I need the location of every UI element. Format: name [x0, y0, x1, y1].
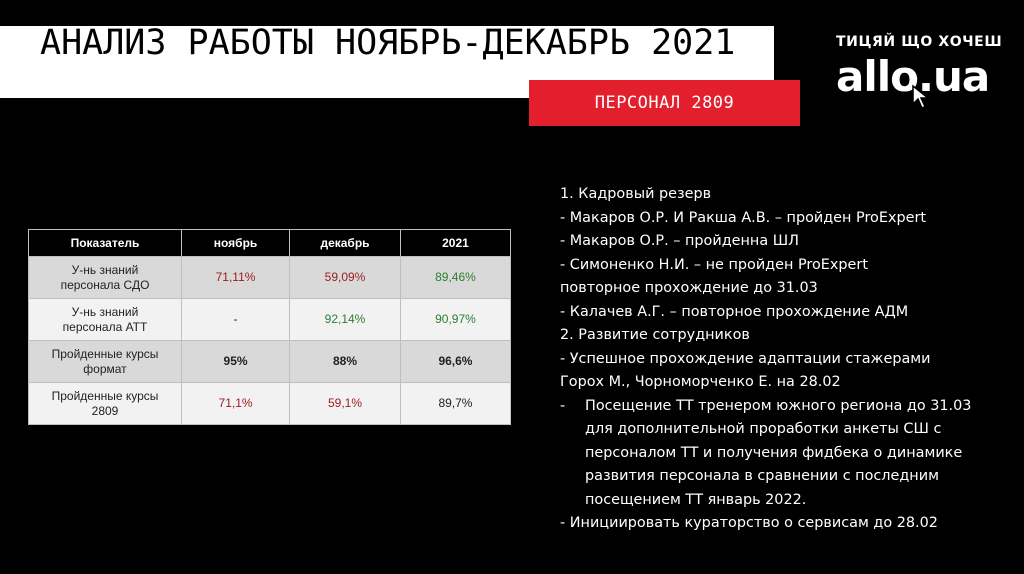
table-header-row: Показатель ноябрь декабрь 2021 [28, 229, 512, 257]
table-row: У-нь знаний персонала СДО 71,11% 59,09% 8… [28, 256, 512, 299]
cell-november: 71,11% [180, 256, 291, 299]
page-title: АНАЛИЗ РАБОТЫ НОЯБРЬ-ДЕКАБРЬ 2021 [40, 23, 736, 63]
row-label: У-нь знаний персонала АТТ [28, 298, 182, 341]
notes-list: 1. Кадровый резерв - Макаров О.Р. И Ракш… [560, 183, 1010, 536]
note-item: - Макаров О.Р. – пройденна ШЛ [560, 233, 799, 249]
cell-december: 59,09% [289, 256, 401, 299]
header-year: 2021 [399, 229, 512, 257]
table-row: У-нь знаний персонала АТТ - 92,14% 90,97% [28, 298, 512, 341]
logo-tagline: ТИЦЯЙ ЩО ХОЧЕШ [836, 34, 1003, 50]
note-visit-line: персоналом ТТ и получения фидбека о дина… [585, 444, 963, 461]
note-item: - Инициировать кураторство о сервисам до… [560, 515, 938, 531]
cell-november: 71,1% [180, 382, 291, 425]
cursor-arrow-icon [912, 84, 931, 110]
table-row: Пройденные курсы 2809 71,1% 59,1% 89,7% [28, 382, 512, 425]
note-visit-line: Посещение ТТ тренером южного региона до … [585, 397, 972, 414]
note-item: - Симоненко Н.И. – не пройден ProExpert [560, 256, 868, 273]
note-visit-line: развития персонала в сравнении с последн… [585, 468, 939, 484]
cell-year: 89,7% [399, 382, 512, 425]
header-november: ноябрь [180, 229, 291, 257]
note-visit-line: посещением ТТ январь 2022. [585, 491, 807, 508]
header-indicator: Показатель [28, 229, 182, 257]
note-item: - Успешное прохождение адаптации стажера… [560, 350, 931, 367]
row-label: Пройденные курсы 2809 [28, 382, 182, 425]
note-item-continuation: Горох М., Чорноморченко Е. на 28.02 [560, 374, 841, 390]
cell-year: 96,6% [399, 340, 512, 383]
cell-year: 89,46% [399, 256, 512, 299]
note-dash: - [560, 397, 566, 414]
note-item: - Калачев А.Г. – повторное прохождение А… [560, 303, 909, 320]
note-development-heading: 2. Развитие сотрудников [560, 327, 750, 343]
row-label: У-нь знаний персонала СДО [28, 256, 182, 299]
logo-wordmark: allo.ua [836, 54, 1002, 110]
personnel-badge: ПЕРСОНАЛ 2809 [529, 80, 800, 126]
header-december: декабрь [289, 229, 401, 257]
cell-december: 88% [289, 340, 401, 383]
row-label: Пройденные курсы формат [28, 340, 182, 383]
cell-december: 59,1% [289, 382, 401, 425]
note-visit-line: для дополнительной проработки анкеты СШ … [585, 421, 942, 437]
cell-november: - [180, 298, 291, 341]
allo-logo: ТИЦЯЙ ЩО ХОЧЕШ allo.ua [836, 34, 1003, 110]
note-item-continuation: повторное прохождение до 31.03 [560, 280, 818, 296]
cell-december: 92,14% [289, 298, 401, 341]
note-item: - Макаров О.Р. И Ракша А.В. – пройден Pr… [560, 209, 927, 226]
note-item-visit: - Посещение ТТ тренером южного региона д… [560, 395, 1010, 513]
table-row: Пройденные курсы формат 95% 88% 96,6% [28, 340, 512, 383]
note-reserve-heading: 1. Кадровый резерв [560, 186, 712, 202]
stats-table: Показатель ноябрь декабрь 2021 У-нь знан… [28, 229, 512, 425]
cell-year: 90,97% [399, 298, 512, 341]
cell-november: 95% [180, 340, 291, 383]
